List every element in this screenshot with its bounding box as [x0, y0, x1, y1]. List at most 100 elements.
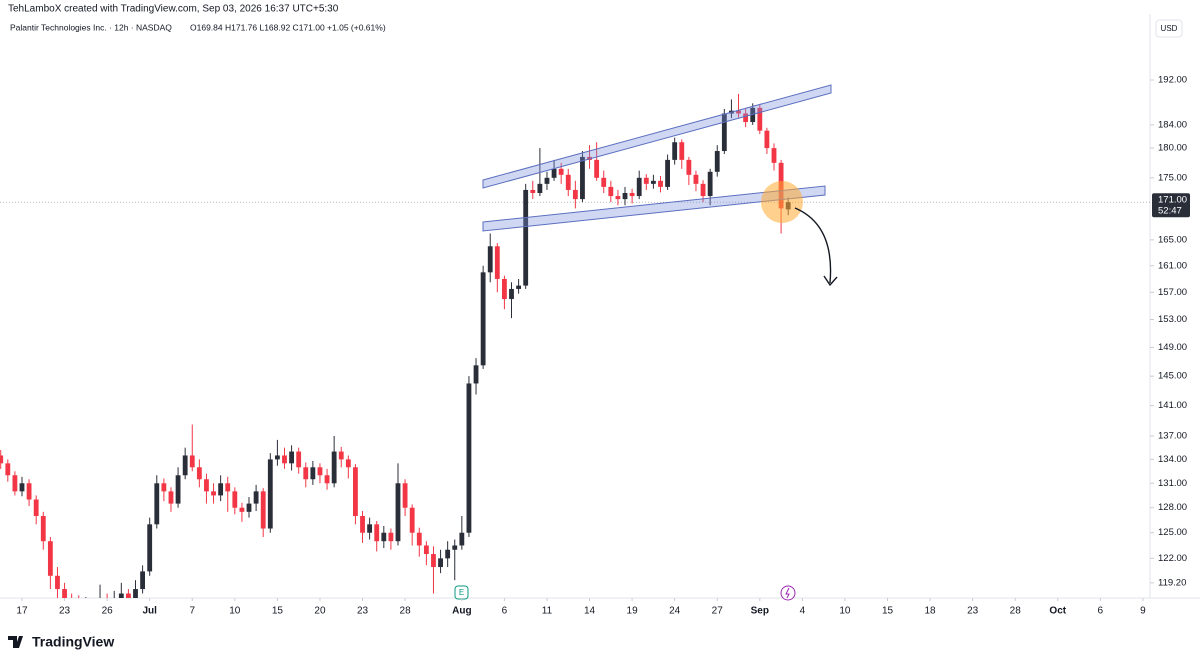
candle-body: [296, 451, 302, 468]
x-tick-label: 24: [669, 606, 681, 617]
candle-body: [431, 554, 436, 568]
logo: TradingView: [8, 634, 114, 650]
candle-body: [19, 483, 25, 492]
candle-body: [523, 189, 529, 286]
candle-body: [700, 183, 706, 197]
brand: TradingView: [32, 634, 114, 650]
x-tick-label: 9: [1140, 606, 1146, 617]
logo-mark: [8, 636, 23, 648]
event-icon: [785, 587, 790, 599]
candle-body: [331, 451, 337, 484]
symbol: Palantir Technologies Inc. · 12h · NASDA…: [10, 22, 172, 32]
x-tick-label: 15: [272, 606, 284, 617]
last-price-label: 171.00: [1158, 195, 1187, 206]
x-tick-label: 19: [627, 606, 639, 617]
candle-body: [246, 503, 252, 512]
candle-body: [665, 159, 670, 187]
highlight-circle: [761, 181, 803, 223]
candle-body: [345, 459, 351, 468]
candle-body: [218, 483, 224, 496]
y-tick-label: 141.00: [1158, 400, 1187, 411]
candle-body: [487, 246, 493, 273]
candle-body: [303, 467, 309, 480]
candle-body: [757, 107, 763, 131]
candle-body: [225, 483, 231, 492]
x-tick-label: Jul: [142, 606, 157, 617]
candle-body: [360, 515, 365, 533]
event-badge[interactable]: [780, 585, 796, 601]
x-tick-label: 17: [16, 606, 28, 617]
x-tick-label: 27: [712, 606, 724, 617]
currency: USD: [1161, 24, 1178, 33]
candle-body: [558, 168, 564, 175]
candle-body: [445, 549, 451, 559]
candle-body: [466, 383, 472, 533]
candle-body: [204, 479, 209, 492]
candle-body: [253, 491, 259, 504]
x-tick-label: 18: [925, 606, 937, 617]
arrow: [794, 207, 832, 284]
candle-body: [764, 130, 770, 149]
candle-body: [679, 142, 685, 160]
candle-body: [232, 491, 238, 508]
earnings-icon: E: [459, 588, 464, 597]
x-tick-label: 6: [1098, 606, 1104, 617]
candle-body: [473, 365, 479, 384]
candle-body: [686, 159, 692, 175]
candle-body: [580, 156, 585, 200]
candle-body: [608, 186, 614, 197]
countdown: 52:47: [1158, 206, 1182, 217]
candle-body: [416, 532, 422, 546]
x-tick-label: 26: [102, 606, 114, 617]
candle-body: [672, 142, 678, 160]
y-tick-label: 157.00: [1158, 287, 1187, 298]
y-tick-label: 192.00: [1158, 75, 1187, 86]
y-tick-label: 184.00: [1158, 119, 1187, 130]
credit: TehLamboX created with TradingView.com, …: [8, 4, 339, 15]
y-tick-label: 145.00: [1158, 371, 1187, 382]
x-tick-label: 10: [839, 606, 851, 617]
y-tick-label: 122.00: [1158, 553, 1187, 564]
y-tick-label: 161.00: [1158, 260, 1187, 271]
y-tick-label: 175.00: [1158, 172, 1187, 183]
x-tick-label: 7: [189, 606, 195, 617]
candle-body: [750, 107, 756, 123]
candle-body: [650, 180, 656, 184]
y-tick-label: 131.00: [1158, 478, 1187, 489]
candle-body: [423, 545, 429, 555]
candle-body: [196, 467, 202, 480]
candle-body: [125, 593, 131, 598]
candle-body: [743, 113, 749, 123]
candle-body: [629, 192, 635, 197]
candle-body: [211, 491, 216, 496]
arrow-head: [823, 275, 838, 287]
candle-body: [480, 272, 486, 366]
x-tick-label: 15: [882, 606, 894, 617]
candle-body: [551, 168, 557, 178]
drawings: E: [454, 84, 838, 601]
upper-channel: [482, 84, 832, 189]
x-tick-label: 10: [229, 606, 241, 617]
x-tick-label: Sep: [751, 606, 769, 617]
x-tick-label: 23: [357, 606, 369, 617]
candle-body: [147, 524, 153, 572]
candle-body: [409, 507, 415, 533]
candle-body: [317, 467, 323, 476]
candle-body: [721, 113, 727, 152]
candle-body: [310, 467, 316, 480]
candle-body: [260, 491, 266, 529]
candle-body: [494, 246, 500, 279]
currency-box[interactable]: [1155, 19, 1183, 38]
y-tick-label: 125.00: [1158, 527, 1187, 538]
x-tick-label: 28: [1010, 606, 1022, 617]
candle-body: [189, 455, 195, 468]
candle-body: [615, 196, 621, 200]
x-tick-label: 4: [800, 606, 806, 617]
candle-body: [736, 110, 741, 114]
candle-body: [402, 483, 408, 508]
candle-body: [353, 467, 358, 516]
candle-body: [62, 589, 67, 598]
candle-body: [282, 455, 287, 464]
candle-body: [0, 455, 4, 464]
